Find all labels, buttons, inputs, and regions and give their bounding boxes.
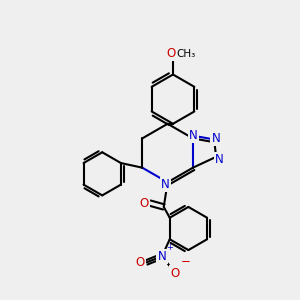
Text: −: − (181, 255, 190, 268)
Text: N: N (215, 153, 224, 166)
Text: O: O (139, 196, 148, 210)
Text: +: + (166, 243, 173, 252)
Text: N: N (161, 178, 170, 191)
Text: O: O (170, 267, 180, 280)
Text: N: N (158, 250, 167, 263)
Text: N: N (212, 132, 220, 145)
Text: CH₃: CH₃ (177, 49, 196, 59)
Text: N: N (189, 129, 198, 142)
Text: O: O (136, 256, 145, 269)
Text: O: O (166, 47, 175, 60)
